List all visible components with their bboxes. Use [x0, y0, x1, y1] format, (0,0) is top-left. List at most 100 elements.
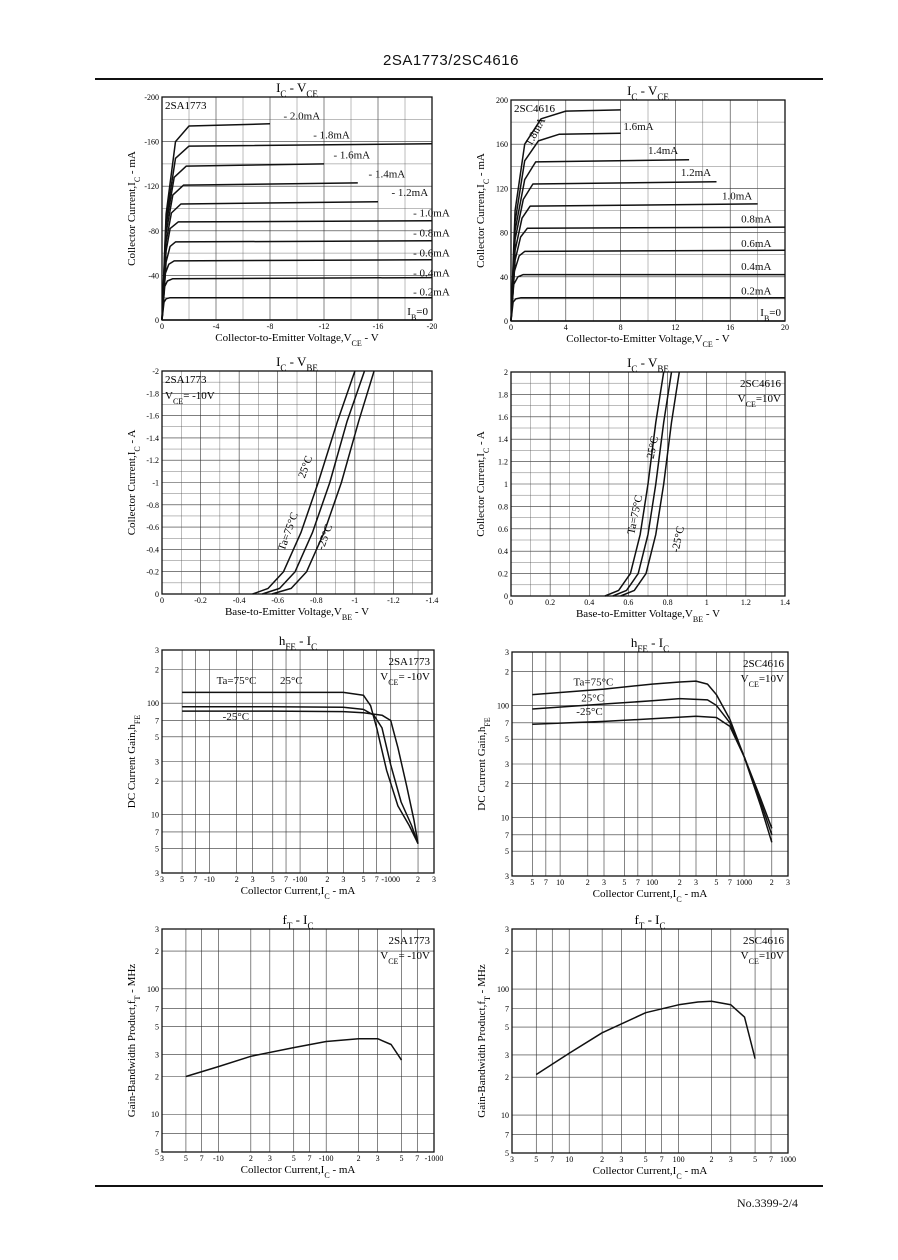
x-tick-label: 7: [200, 1154, 204, 1163]
device-label: 2SA1773: [388, 656, 430, 668]
y-tick-label: 80: [500, 229, 508, 238]
x-tick-label: 3: [602, 878, 606, 887]
y-tick-label: 120: [496, 184, 508, 193]
device-label: 2SC4616: [514, 103, 555, 115]
x-tick-label: 3: [786, 878, 790, 887]
x-tick-label: 1000: [736, 878, 752, 887]
x-tick-label: 0: [509, 323, 513, 332]
x-tick-label: 3: [376, 1154, 380, 1163]
series-label: - 1.0mA: [413, 207, 450, 219]
chart-title: fT - IC: [282, 912, 313, 931]
device-label: 2SC4616: [743, 658, 784, 670]
y-tick-label: 5: [155, 1148, 159, 1157]
y-tick-label: -160: [144, 138, 159, 147]
device-label: 2SC4616: [743, 935, 784, 947]
x-tick-label: 100: [646, 878, 658, 887]
x-tick-label: 1000: [780, 1155, 796, 1164]
x-tick-label: -8: [267, 322, 274, 331]
series-line-2: [271, 370, 375, 595]
y-tick-label: 5: [505, 1023, 509, 1032]
series-label: - 0.2mA: [413, 286, 450, 298]
x-tick-label: 5: [400, 1154, 404, 1163]
series-line-8: [510, 297, 785, 322]
y-tick-label: 2: [155, 666, 159, 675]
x-tick-label: 2: [600, 1155, 604, 1164]
series-label: 1.0mA: [722, 190, 752, 202]
y-tick-label: 3: [505, 648, 509, 657]
chart-title: hFE - IC: [279, 633, 317, 652]
series-line-2: [182, 710, 419, 844]
y-tick-label: 1.4: [498, 435, 508, 444]
plot-frame: [161, 370, 433, 595]
series-label: - 2.0mA: [284, 110, 321, 122]
plot-frame: [511, 651, 789, 877]
x-tick-label: 10: [565, 1155, 573, 1164]
condition-label: VCE= -10V: [380, 950, 430, 966]
x-tick-label: 5: [271, 875, 275, 884]
x-tick-label: 16: [726, 323, 734, 332]
y-tick-label: 5: [505, 1149, 509, 1158]
x-tick-label: 20: [781, 323, 789, 332]
x-tick-label: -0.6: [271, 596, 284, 605]
device-label: 2SA1773: [388, 935, 430, 947]
y-tick-label: -1.4: [146, 434, 159, 443]
x-axis-label: Base-to-Emitter Voltage,VBE - V: [576, 608, 720, 624]
x-tick-label: 0.2: [545, 598, 555, 607]
series-label: - 0.6mA: [413, 247, 450, 259]
chart-title: fT - IC: [634, 912, 665, 931]
x-tick-label: 7: [769, 1155, 773, 1164]
y-tick-label: 3: [155, 1050, 159, 1059]
series-label: Ta=75°C: [574, 677, 614, 689]
x-tick-label: 7: [415, 1154, 419, 1163]
y-tick-label: 3: [505, 1051, 509, 1060]
y-tick-label: 10: [151, 1110, 159, 1119]
x-tick-label: -20: [427, 322, 438, 331]
series-line-9: [161, 296, 432, 321]
plot-frame: [161, 928, 435, 1153]
condition-label: VCE=10V: [738, 393, 781, 409]
series-line-8: [161, 276, 433, 321]
chart-title: IC - VCE: [276, 80, 318, 99]
series-label: - 1.8mA: [313, 129, 350, 141]
series-line-2: [620, 371, 681, 597]
x-tick-label: 10: [556, 878, 564, 887]
x-tick-label: 1: [705, 598, 709, 607]
y-tick-label: 7: [505, 1131, 509, 1140]
y-tick-label: 3: [155, 869, 159, 878]
x-tick-label: 5: [530, 878, 534, 887]
series-label: 25°C: [581, 693, 604, 705]
y-tick-label: 0: [504, 317, 508, 326]
series-label: - 1.6mA: [333, 149, 370, 161]
y-tick-label: 0: [504, 592, 508, 601]
y-tick-label: -0.2: [146, 568, 159, 577]
y-tick-label: 3: [505, 872, 509, 881]
x-tick-label: 3: [160, 875, 164, 884]
x-tick-label: 100: [673, 1155, 685, 1164]
x-tick-label: 7: [550, 1155, 554, 1164]
y-axis-label: Gain-Bandwidth Product,fT - MHz: [476, 964, 492, 1117]
x-tick-label: 1.2: [741, 598, 751, 607]
x-tick-label: -10: [213, 1154, 224, 1163]
x-tick-label: -16: [373, 322, 384, 331]
series-line-1: [612, 371, 673, 597]
x-axis-label: Base-to-Emitter Voltage,VBE - V: [225, 606, 369, 622]
x-tick-label: 5: [184, 1154, 188, 1163]
y-tick-label: -80: [148, 227, 159, 236]
x-tick-label: 0.4: [584, 598, 594, 607]
plot-frame: [511, 928, 789, 1154]
y-tick-label: 1.6: [498, 413, 508, 422]
footer-rule: [95, 1185, 823, 1187]
series-label: - 1.2mA: [392, 187, 429, 199]
y-tick-label: 2: [504, 368, 508, 377]
x-tick-label: 0.6: [623, 598, 633, 607]
condition-label: VCE=10V: [741, 950, 784, 966]
series-line-1: [262, 370, 366, 595]
y-tick-label: -1.8: [146, 389, 159, 398]
series-label: 25°C: [645, 435, 661, 460]
x-tick-label: -0.2: [194, 596, 207, 605]
x-tick-label: 3: [619, 1155, 623, 1164]
y-axis-label: Collector Current,IC - A: [126, 430, 142, 536]
x-tick-label: 3: [510, 878, 514, 887]
